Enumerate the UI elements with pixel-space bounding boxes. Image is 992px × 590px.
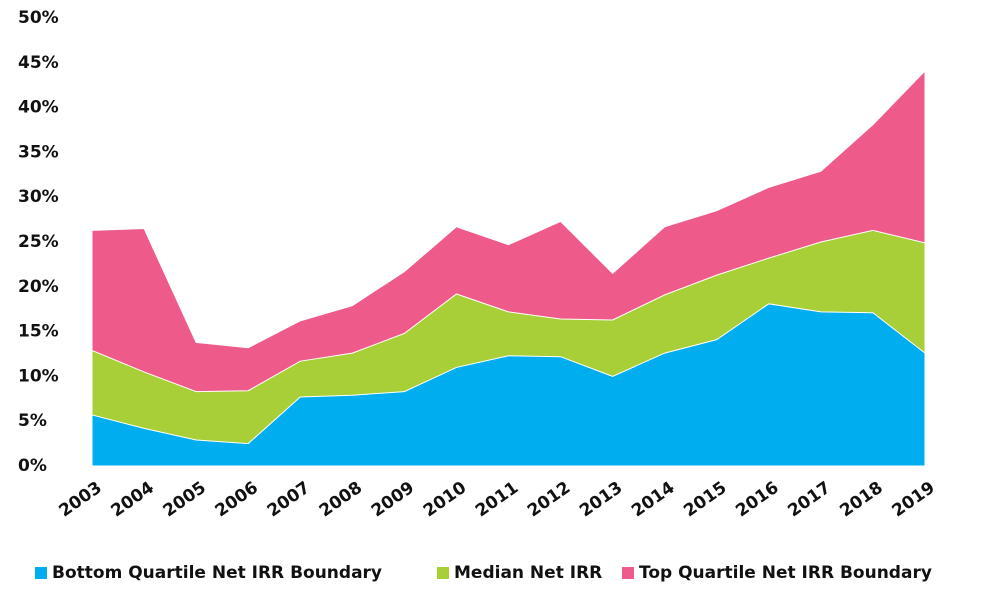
x-tick-label: 2011 — [472, 478, 522, 522]
x-tick-label: 2015 — [680, 478, 730, 522]
y-tick-label: 10% — [18, 366, 59, 386]
x-tick-label: 2012 — [524, 478, 574, 522]
x-tick-label: 2019 — [888, 478, 938, 522]
legend-label: Median Net IRR — [454, 563, 602, 583]
x-tick-label: 2009 — [368, 478, 418, 522]
x-tick-label: 2016 — [732, 478, 782, 522]
x-tick-label: 2014 — [628, 478, 678, 522]
y-tick-label: 40% — [18, 98, 59, 118]
x-tick-label: 2005 — [160, 478, 210, 522]
y-tick-label: 50% — [18, 8, 59, 28]
legend-swatch — [437, 567, 449, 579]
legend-swatch — [622, 567, 634, 579]
x-tick-label: 2013 — [576, 478, 626, 522]
x-tick-label: 2008 — [316, 478, 366, 522]
x-tick-label: 2017 — [784, 478, 834, 522]
x-tick-label: 2010 — [420, 478, 470, 522]
y-tick-label: 30% — [18, 187, 59, 207]
x-tick-label: 2003 — [55, 478, 105, 522]
y-tick-label: 20% — [18, 277, 59, 297]
x-tick-label: 2007 — [264, 478, 314, 522]
y-tick-label: 0% — [18, 456, 47, 476]
x-tick-label: 2004 — [108, 478, 158, 522]
y-tick-label: 45% — [18, 53, 59, 73]
area — [91, 303, 926, 467]
legend-label: Top Quartile Net IRR Boundary — [639, 563, 932, 583]
legend-swatch — [35, 567, 47, 579]
y-tick-label: 25% — [18, 232, 59, 252]
x-tick-label: 2018 — [836, 478, 886, 522]
y-tick-label: 5% — [18, 411, 47, 431]
x-tick-label: 2006 — [212, 478, 262, 522]
y-tick-label: 35% — [18, 142, 59, 162]
y-tick-label: 15% — [18, 322, 59, 342]
legend-label: Bottom Quartile Net IRR Boundary — [52, 563, 382, 583]
